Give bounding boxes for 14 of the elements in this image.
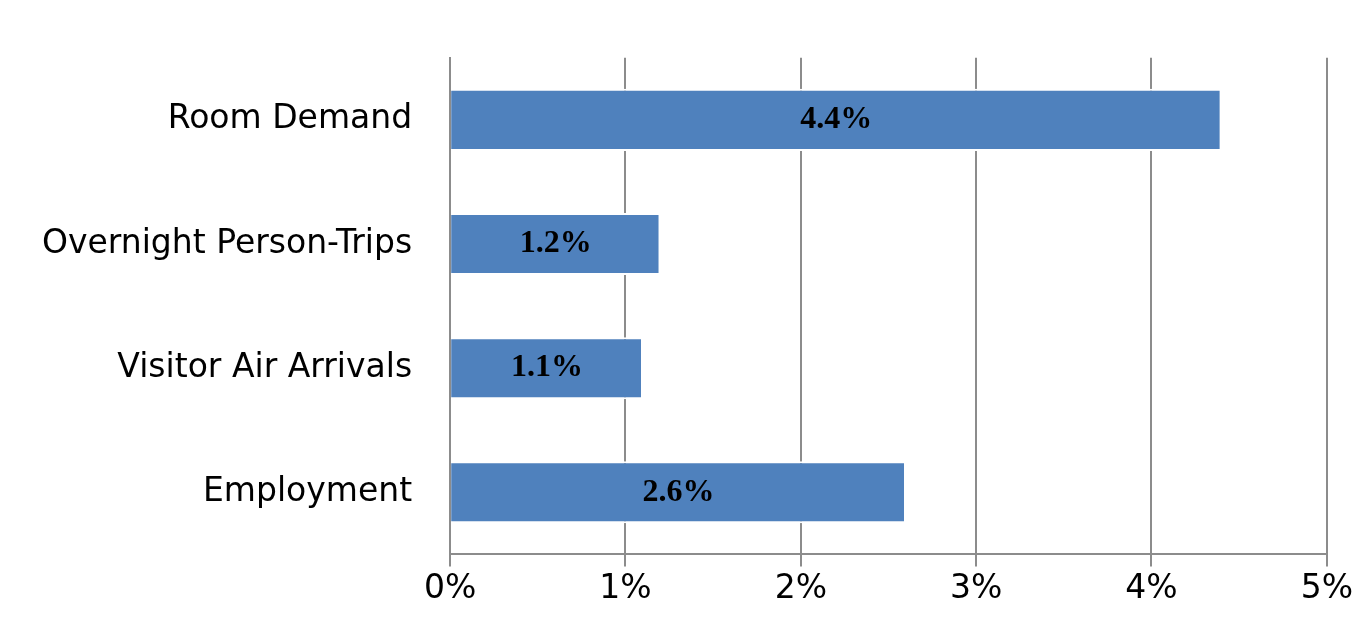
y-tick-label: Employment [202, 469, 413, 509]
x-tick-label: 3% [949, 566, 1003, 606]
x-tick-label: 2% [774, 566, 827, 606]
y-tick-label: Visitor Air Arrivals [117, 345, 413, 385]
x-tick-label: 1% [599, 566, 652, 606]
data-label: 4.4% [800, 99, 873, 136]
data-label: 1.1% [511, 347, 584, 384]
x-tick-label: 5% [1300, 566, 1353, 606]
x-tick-label: 0% [423, 566, 477, 606]
y-tick-label: Room Demand [167, 97, 413, 137]
y-tick-label: Overnight Person-Trips [42, 221, 413, 261]
data-label: 2.6% [642, 471, 715, 508]
data-label: 1.2% [519, 223, 592, 260]
x-tick-label: 4% [1125, 566, 1178, 606]
